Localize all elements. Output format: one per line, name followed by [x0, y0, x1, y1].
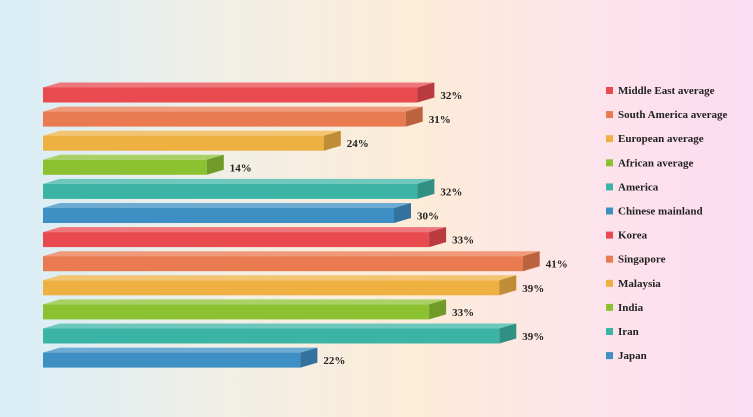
bar-side-face — [499, 275, 517, 296]
bar-side-face — [300, 347, 318, 368]
data-label: 14% — [230, 162, 252, 174]
legend-swatch — [606, 207, 613, 215]
bar-top-face — [43, 178, 435, 184]
data-label: 30% — [417, 211, 439, 223]
legend-label: Middle East average — [618, 85, 715, 97]
legend-swatch — [606, 183, 613, 191]
bar-front-face — [43, 352, 301, 368]
bar-side-face — [499, 323, 517, 344]
legend-label: African average — [618, 157, 694, 169]
legend-label: India — [618, 302, 644, 314]
bar-side-face — [394, 203, 411, 223]
bar-front-face — [43, 232, 430, 248]
bar-11 — [43, 323, 517, 344]
bar-top-face — [43, 154, 224, 160]
bar-top-face — [43, 106, 423, 112]
bar-top-face — [43, 251, 540, 257]
legend-swatch — [606, 135, 613, 143]
bar-8 — [43, 251, 540, 272]
bar-5 — [43, 178, 435, 199]
bar-front-face — [43, 183, 418, 199]
data-label: 24% — [347, 138, 369, 150]
legend-swatch — [606, 303, 613, 311]
legend-label: America — [618, 181, 659, 193]
bar-side-face — [206, 154, 224, 175]
bar-1 — [43, 82, 435, 103]
legend-item: European average — [606, 133, 704, 145]
legend-item: Chinese mainland — [606, 206, 703, 218]
bar-top-face — [43, 227, 447, 233]
legend-swatch — [606, 111, 613, 119]
bar-front-face — [43, 280, 500, 296]
data-label: 32% — [440, 186, 462, 198]
bar-top-face — [43, 203, 411, 208]
bar-side-face — [417, 82, 435, 103]
legend-item: Malaysia — [606, 278, 661, 290]
bar-top-face — [43, 299, 447, 305]
bar-7 — [43, 227, 447, 248]
bar-front-face — [43, 159, 207, 175]
legend-swatch — [606, 231, 613, 239]
legend-label: South America average — [618, 109, 727, 121]
legend-item: Middle East average — [606, 85, 715, 97]
legend-label: Malaysia — [618, 278, 661, 290]
bar-10 — [43, 299, 447, 320]
data-label: 31% — [429, 114, 451, 126]
legend-item: African average — [606, 157, 694, 169]
bar-12 — [43, 347, 318, 368]
bar-2 — [43, 106, 423, 127]
bar-side-face — [429, 299, 447, 320]
bar-front-face — [43, 111, 406, 127]
bar-front-face — [43, 304, 430, 320]
bar-front-face — [43, 87, 418, 103]
bar-4 — [43, 154, 224, 175]
legend-swatch — [606, 159, 613, 167]
data-label: 41% — [546, 259, 568, 271]
bar-side-face — [522, 251, 540, 272]
bar-side-face — [405, 106, 423, 127]
legend-label: Chinese mainland — [618, 206, 703, 218]
data-label: 33% — [452, 235, 474, 247]
legend-item: America — [606, 181, 659, 193]
legend-swatch — [606, 279, 613, 287]
bar-top-face — [43, 275, 517, 281]
legend-swatch — [606, 328, 613, 335]
legend-label: Korea — [618, 230, 648, 242]
data-label: 39% — [522, 331, 544, 343]
bar-3 — [43, 130, 341, 151]
bar-top-face — [43, 130, 341, 136]
legend-label: Singapore — [618, 254, 666, 266]
bar-side-face — [417, 178, 435, 199]
legend-swatch — [606, 255, 613, 263]
bar-front-face — [43, 256, 523, 272]
bar-front-face — [43, 208, 394, 223]
legend-label: European average — [618, 133, 704, 145]
legend-item: Singapore — [606, 254, 666, 266]
legend-item: South America average — [606, 109, 727, 121]
bar-6 — [43, 203, 411, 223]
bar-9 — [43, 275, 517, 296]
legend-item: Korea — [606, 230, 648, 242]
bar-side-face — [323, 130, 341, 151]
legend-item: Japan — [606, 350, 647, 362]
legend-label: Japan — [618, 350, 647, 362]
data-label: 32% — [440, 90, 462, 102]
data-label: 39% — [522, 283, 544, 295]
bar-top-face — [43, 347, 318, 353]
data-label: 33% — [452, 307, 474, 319]
bar-front-face — [43, 135, 324, 151]
bar-top-face — [43, 82, 435, 88]
bar-front-face — [43, 328, 500, 344]
bar-top-face — [43, 323, 517, 329]
bar-side-face — [429, 227, 447, 248]
legend-item: Iran — [606, 326, 639, 338]
data-label: 22% — [323, 355, 345, 367]
legend-swatch — [606, 352, 613, 360]
legend-item: India — [606, 302, 644, 314]
legend-swatch — [606, 87, 613, 94]
legend-label: Iran — [618, 326, 639, 338]
